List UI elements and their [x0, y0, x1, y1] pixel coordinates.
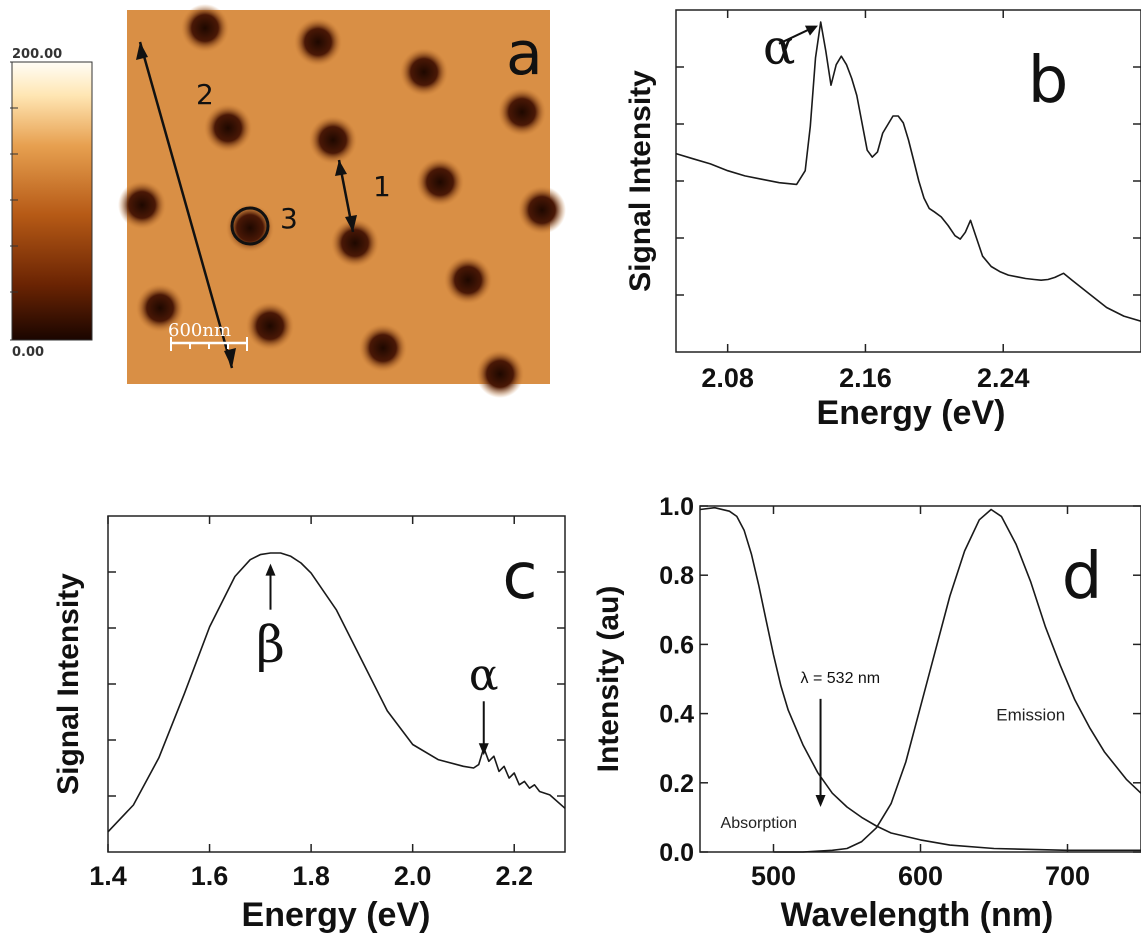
afm-image: 1 2 3 a 600nm — [118, 4, 566, 398]
y-tick-label: 0.4 — [659, 701, 694, 729]
afm-pit — [331, 219, 379, 267]
scale-bar-label: 600nm — [168, 320, 231, 341]
panel-letter-d: d — [1062, 540, 1103, 614]
afm-pit — [294, 18, 342, 66]
y-tick-label: 1.0 — [659, 493, 694, 521]
circle-3 — [230, 206, 270, 246]
chart-panel-c: 1.4 1.6 1.8 2.0 2.2 Energy (eV) Signal Intensi… — [52, 515, 566, 934]
chart-panel-d: 500 600 700 0.0 0.2 0.4 0.6 0.8 1.0 Wavelength (n… — [592, 493, 1141, 934]
y-tick-label: 0.8 — [659, 562, 694, 590]
x-tick-label: 2.24 — [977, 363, 1030, 393]
y-tick-label: 0.6 — [659, 631, 694, 659]
afm-background — [127, 10, 550, 384]
x-tick-label: 2.2 — [495, 861, 533, 891]
afm-pit — [246, 302, 294, 350]
x-tick-label: 500 — [751, 861, 796, 891]
y-axis-title: Signal Intensity — [52, 573, 85, 795]
annotation-absorption: Absorption — [721, 815, 798, 832]
arrow-2 — [138, 41, 234, 369]
annotation-beta: β — [256, 616, 285, 674]
annotation-arrowhead — [815, 795, 826, 808]
series-line-b-0 — [675, 21, 1141, 322]
x-tick-label: 2.08 — [701, 363, 754, 393]
afm-pit — [416, 158, 464, 206]
series-line-emission — [773, 508, 1141, 853]
colorbar-max-label: 200.00 — [12, 47, 62, 62]
panel-letter-c: c — [502, 540, 537, 614]
afm-pit — [518, 186, 566, 234]
annotation-emission: Emission — [996, 706, 1065, 725]
afm-pit — [118, 181, 166, 229]
colorbar: 200.00 0.00 — [10, 47, 93, 360]
annotation-excitation: λ = 532 nm — [801, 670, 881, 687]
plot-frame — [675, 9, 1141, 353]
scale-bar: 600nm — [168, 320, 248, 351]
afm-pit — [136, 284, 184, 332]
x-tick-label: 2.0 — [394, 861, 432, 891]
panel-letter-a: a — [506, 19, 543, 89]
y-tick-label: 0.2 — [659, 770, 694, 798]
afm-label-1: 1 — [373, 170, 391, 203]
x-tick-label: 600 — [898, 861, 943, 891]
afm-pit — [309, 116, 357, 164]
panel-letter-b: b — [1028, 44, 1069, 118]
afm-pit — [444, 256, 492, 304]
colorbar-min-label: 0.00 — [12, 345, 44, 360]
afm-label-2: 2 — [196, 78, 214, 111]
afm-pit — [498, 88, 546, 136]
annotation-arrowhead — [804, 25, 818, 36]
annotation-alpha: α — [469, 649, 499, 700]
afm-label-3: 3 — [280, 202, 298, 235]
annotation-arrowhead — [265, 563, 276, 576]
x-axis-title: Energy (eV) — [242, 896, 431, 934]
afm-pit — [400, 48, 448, 96]
colorbar-gradient — [11, 61, 93, 341]
afm-pit — [204, 104, 252, 152]
afm-pit — [181, 4, 229, 52]
y-axis-title: Signal Intensity — [624, 70, 657, 292]
x-tick-label: 700 — [1045, 861, 1090, 891]
afm-pit — [359, 324, 407, 372]
annotation-alpha: α — [763, 20, 795, 76]
x-tick-label: 1.4 — [89, 861, 127, 891]
series-line-absorption — [699, 506, 1141, 852]
x-axis-title: Wavelength (nm) — [781, 896, 1054, 934]
y-axis-title: Intensity (au) — [592, 586, 625, 773]
x-tick-label: 1.6 — [191, 861, 229, 891]
x-axis-title: Energy (eV) — [817, 394, 1006, 432]
y-tick-label: 0.0 — [659, 839, 694, 867]
x-tick-label: 2.16 — [839, 363, 892, 393]
afm-pits — [118, 4, 566, 398]
series-line-c-0 — [107, 552, 566, 833]
x-tick-label: 1.8 — [292, 861, 330, 891]
annotation-arrowhead — [478, 743, 489, 756]
afm-pit — [476, 350, 524, 398]
